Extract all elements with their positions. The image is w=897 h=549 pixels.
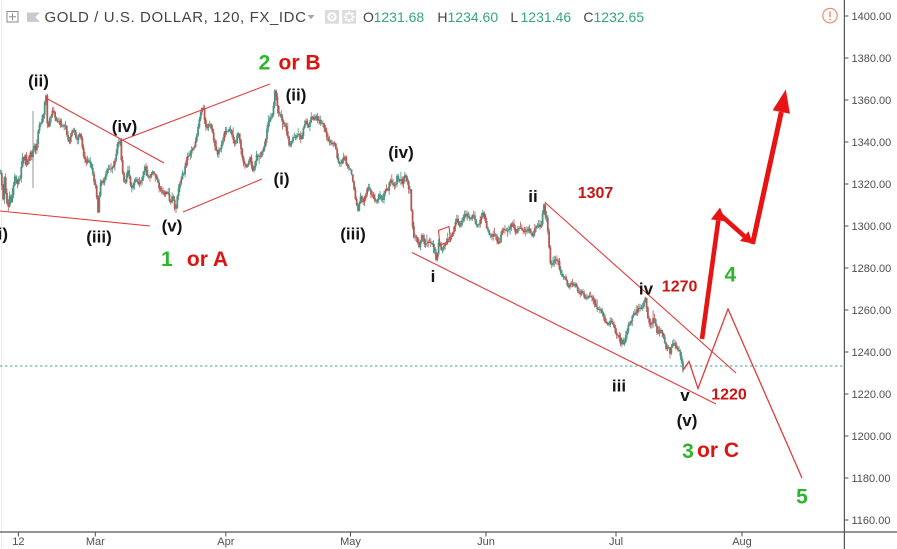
svg-text:1231.68: 1231.68 bbox=[374, 9, 425, 25]
svg-text:1400.00: 1400.00 bbox=[852, 11, 892, 23]
svg-text:1380.00: 1380.00 bbox=[852, 53, 892, 65]
svg-text:Jul: Jul bbox=[609, 536, 623, 548]
svg-text:iii: iii bbox=[612, 377, 626, 396]
svg-text:O: O bbox=[363, 9, 374, 25]
svg-text:(iii): (iii) bbox=[340, 225, 366, 244]
svg-text:(ii): (ii) bbox=[286, 86, 307, 105]
svg-text:1260.00: 1260.00 bbox=[852, 305, 892, 317]
svg-text:3: 3 bbox=[682, 440, 694, 463]
svg-text:May: May bbox=[340, 536, 361, 548]
svg-text:Mar: Mar bbox=[86, 536, 105, 548]
svg-text:Apr: Apr bbox=[217, 536, 234, 548]
svg-text:1: 1 bbox=[161, 248, 173, 271]
svg-text:1320.00: 1320.00 bbox=[852, 179, 892, 191]
svg-text:Jun: Jun bbox=[477, 536, 495, 548]
svg-text:(i): (i) bbox=[273, 170, 289, 189]
svg-text:4: 4 bbox=[724, 264, 736, 287]
svg-text:(iii): (iii) bbox=[86, 228, 112, 247]
svg-text:1220.00: 1220.00 bbox=[852, 389, 892, 401]
svg-text:1234.60: 1234.60 bbox=[448, 9, 499, 25]
svg-text:5: 5 bbox=[796, 486, 808, 509]
svg-text:1232.65: 1232.65 bbox=[594, 9, 645, 25]
svg-text:1200.00: 1200.00 bbox=[852, 431, 892, 443]
svg-text:or B: or B bbox=[279, 52, 321, 75]
svg-text:1360.00: 1360.00 bbox=[852, 95, 892, 107]
svg-text:1220: 1220 bbox=[711, 387, 747, 404]
svg-text:Aug: Aug bbox=[732, 536, 752, 548]
svg-text:1160.00: 1160.00 bbox=[852, 515, 891, 527]
svg-text:iv: iv bbox=[639, 280, 654, 299]
svg-text:1307: 1307 bbox=[578, 185, 614, 202]
svg-text:1270: 1270 bbox=[662, 278, 698, 295]
svg-text:L: L bbox=[510, 9, 518, 25]
svg-text:or A: or A bbox=[187, 248, 228, 271]
svg-text:2: 2 bbox=[259, 52, 271, 75]
svg-text:ii: ii bbox=[528, 187, 537, 206]
svg-text:(iv): (iv) bbox=[388, 143, 414, 162]
svg-text:1280.00: 1280.00 bbox=[852, 263, 892, 275]
svg-text:i: i bbox=[431, 267, 436, 286]
svg-text:(ii): (ii) bbox=[28, 72, 49, 91]
svg-text:1231.46: 1231.46 bbox=[521, 9, 572, 25]
svg-text:C: C bbox=[583, 9, 593, 25]
svg-text:v: v bbox=[680, 386, 690, 405]
svg-text:(v): (v) bbox=[677, 411, 698, 430]
svg-text:(iv): (iv) bbox=[112, 117, 138, 136]
svg-text:or C: or C bbox=[697, 439, 739, 462]
svg-text:1300.00: 1300.00 bbox=[852, 221, 892, 233]
svg-text:1340.00: 1340.00 bbox=[852, 137, 892, 149]
svg-text:1180.00: 1180.00 bbox=[852, 473, 891, 485]
svg-text:(i): (i) bbox=[0, 225, 8, 244]
svg-text:(v): (v) bbox=[162, 217, 183, 236]
svg-text:12: 12 bbox=[12, 536, 24, 548]
svg-text:H: H bbox=[437, 9, 447, 25]
svg-text:GOLD / U.S. DOLLAR, 120, FX_ID: GOLD / U.S. DOLLAR, 120, FX_IDC bbox=[45, 9, 307, 26]
svg-text:1240.00: 1240.00 bbox=[852, 347, 892, 359]
